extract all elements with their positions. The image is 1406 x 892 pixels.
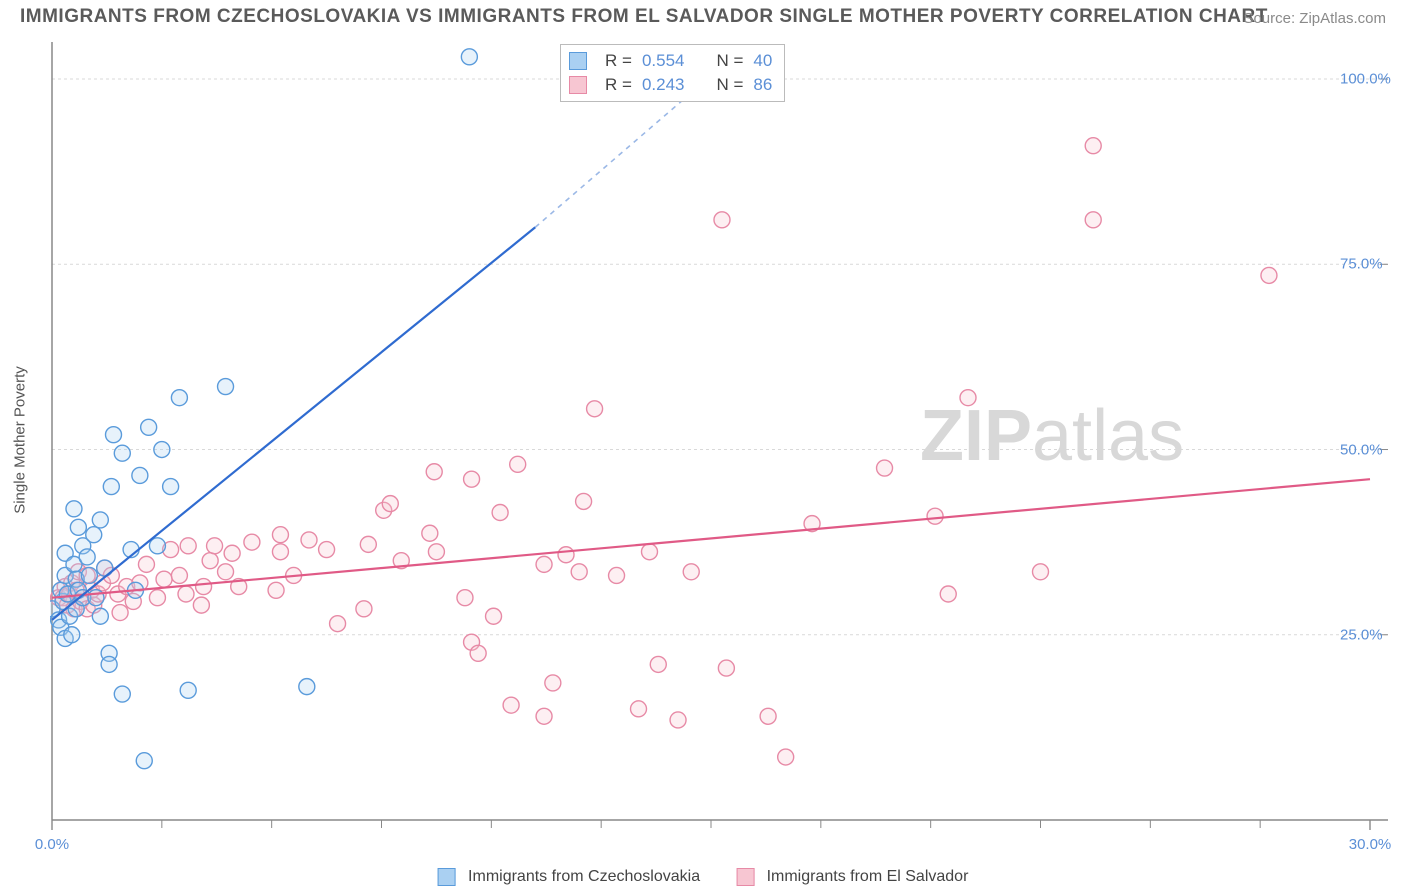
legend-row: R = 0.554 N = 40 [569, 49, 772, 73]
r-label: R = [605, 51, 632, 71]
y-tick-label: 50.0% [1340, 441, 1383, 458]
x-tick-label: 30.0% [1349, 836, 1392, 853]
legend-label: Immigrants from El Salvador [767, 868, 969, 885]
y-tick-label: 75.0% [1340, 256, 1383, 273]
x-tick-label: 0.0% [35, 836, 69, 853]
legend-swatch [569, 76, 587, 94]
legend-item: Immigrants from Czechoslovakia [438, 868, 701, 886]
chart-title: IMMIGRANTS FROM CZECHOSLOVAKIA VS IMMIGR… [20, 6, 1268, 28]
y-tick-label: 100.0% [1340, 71, 1391, 88]
r-value: 0.243 [642, 75, 685, 95]
chart-area: Single Mother Poverty ZIPatlas 0.0%30.0%… [50, 40, 1390, 840]
r-label: R = [605, 75, 632, 95]
legend-label: Immigrants from Czechoslovakia [468, 868, 700, 885]
correlation-legend: R = 0.554 N = 40 R = 0.243 N = 86 [560, 44, 785, 102]
legend-row: R = 0.243 N = 86 [569, 73, 772, 97]
r-value: 0.554 [642, 51, 685, 71]
legend-item: Immigrants from El Salvador [736, 868, 968, 886]
n-label: N = [716, 75, 743, 95]
series-legend: Immigrants from Czechoslovakia Immigrant… [438, 868, 969, 886]
n-label: N = [716, 51, 743, 71]
n-value: 86 [753, 75, 772, 95]
n-value: 40 [753, 51, 772, 71]
y-axis-label: Single Mother Poverty [12, 366, 29, 514]
legend-swatch [569, 52, 587, 70]
legend-swatch [438, 868, 456, 886]
y-tick-label: 25.0% [1340, 626, 1383, 643]
watermark-text: ZIPatlas [920, 396, 1184, 476]
source-label: Source: ZipAtlas.com [1243, 10, 1386, 27]
scatter-plot: ZIPatlas [50, 40, 1390, 840]
legend-swatch [736, 868, 754, 886]
